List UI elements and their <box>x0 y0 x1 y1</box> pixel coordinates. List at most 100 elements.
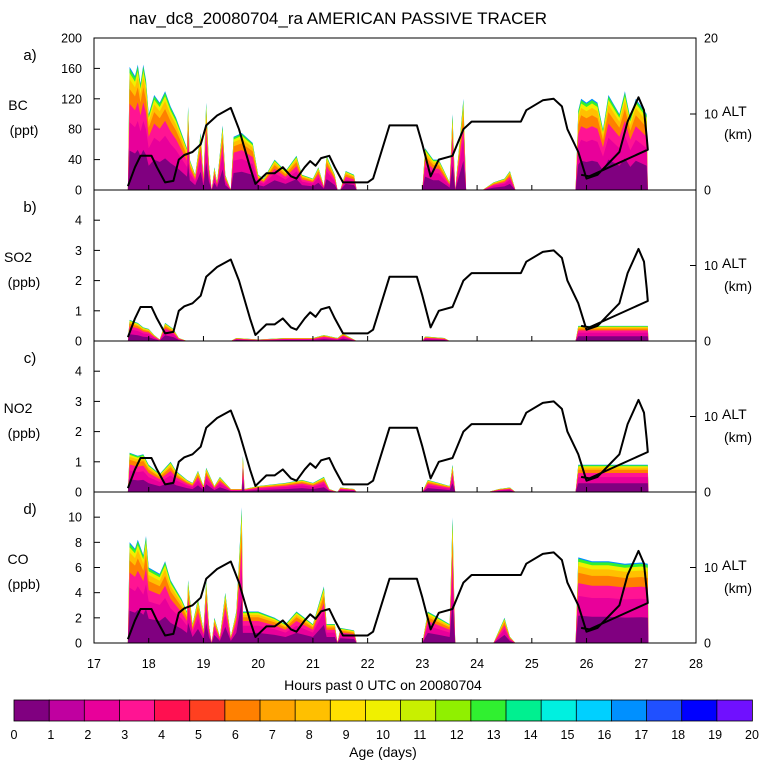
y-tick-label: 160 <box>61 62 82 76</box>
y-tick-label: 40 <box>68 153 82 167</box>
x-tick-label: 20 <box>251 657 265 671</box>
y-tick-label: 2 <box>75 425 82 439</box>
x-tick-label: 18 <box>142 657 156 671</box>
colorbar-tick-label: 9 <box>343 728 350 742</box>
colorbar-swatch <box>435 699 472 722</box>
colorbar-swatch <box>505 699 542 722</box>
colorbar-swatch <box>83 699 121 722</box>
x-tick-label: 21 <box>306 657 320 671</box>
colorbar-tick-label: 14 <box>524 728 538 742</box>
colorbar-swatch <box>575 699 613 722</box>
age-layer-0 <box>127 599 649 643</box>
alt-tick-label: 0 <box>704 335 711 349</box>
alt-tick-label: 0 <box>704 637 711 651</box>
y-tick-label: 6 <box>75 561 82 575</box>
panel-a: 0 40 80 120 160 200 0 10 20 a) BC (ppt) ALT (km) <box>8 32 752 198</box>
colorbar-tick-label: 20 <box>745 728 759 742</box>
y-tick-label: 0 <box>75 184 82 198</box>
age-layer-6 <box>127 320 649 341</box>
y-tick-label: 10 <box>68 511 82 525</box>
age-layer-7 <box>127 319 649 341</box>
panel-c: 0 1 2 3 4 0 10 c) NO2 (ppb) ALT (km) <box>4 340 752 500</box>
age-layer-1 <box>127 329 649 341</box>
colorbar-swatch <box>365 699 402 722</box>
colorbar-tick-label: 6 <box>232 728 239 742</box>
panels: 0408012016020001020a)BC(ppt)ALT(km)01234… <box>4 32 752 651</box>
age-layer-2 <box>127 326 649 341</box>
panel-label: c) <box>24 350 37 367</box>
y-tick-label: 4 <box>75 586 82 600</box>
y-tick-label: 8 <box>75 536 82 550</box>
colorbar-tick-label: 18 <box>671 728 685 742</box>
colorbar-swatch <box>470 699 507 722</box>
colorbar-swatch <box>154 699 191 722</box>
y-tick-label: 200 <box>61 32 82 46</box>
x-tick-label: 23 <box>415 657 429 671</box>
species-label: NO2 <box>4 400 33 416</box>
colorbar-swatch <box>540 699 578 722</box>
colorbar-swatch <box>189 699 226 722</box>
age-layer-5 <box>127 320 649 341</box>
alt-tick-label: 10 <box>704 259 718 273</box>
y-tick-label: 0 <box>75 486 82 500</box>
panel-label: b) <box>23 199 36 216</box>
y-tick-label: 2 <box>75 274 82 288</box>
alt-tick-label: 20 <box>704 32 718 46</box>
panel-label: d) <box>23 501 36 518</box>
y-tick-label: 3 <box>75 244 82 258</box>
colorbar-tick-label: 4 <box>158 728 165 742</box>
colorbar-tick-label: 13 <box>487 728 501 742</box>
x-tick-label: 26 <box>580 657 594 671</box>
panel-label: a) <box>23 47 36 64</box>
altitude-line <box>126 398 649 489</box>
altitude-line <box>126 549 649 640</box>
species-label: CO <box>8 551 29 567</box>
colorbar: 0 1 2 3 4 5 6 7 8 9 10 11 12 13 14 15 16 17 18 19 20 <box>11 699 759 742</box>
y-tick-label: 2 <box>75 611 82 625</box>
colorbar-label: Age (days) <box>349 744 417 760</box>
colorbar-swatch <box>329 699 367 722</box>
species-label: SO2 <box>4 249 32 265</box>
figure-title: nav_dc8_20080704_ra AMERICAN PASSIVE TRA… <box>129 9 547 28</box>
y-tick-label: 0 <box>75 335 82 349</box>
x-tick-label: 19 <box>197 657 211 671</box>
colorbar-swatch <box>259 699 296 722</box>
colorbar-swatch <box>646 699 683 722</box>
y-tick-label: 3 <box>75 395 82 409</box>
colorbar-swatch <box>48 699 86 722</box>
x-tick-label: 27 <box>634 657 648 671</box>
x-tick-label: 22 <box>361 657 375 671</box>
alt-tick-label: 0 <box>704 184 711 198</box>
y-tick-label: 4 <box>75 365 82 379</box>
alt-tick-label: 10 <box>704 561 718 575</box>
colorbar-swatch <box>13 699 50 722</box>
colorbar-tick-label: 15 <box>561 728 575 742</box>
y-tick-label: 1 <box>75 455 82 469</box>
colorbar-tick-label: 10 <box>376 728 390 742</box>
colorbar-swatch <box>224 699 261 722</box>
colorbar-tick-label: 7 <box>269 728 276 742</box>
altitude-line <box>126 96 649 187</box>
age-layer-3 <box>127 323 649 341</box>
age-layer-0 <box>127 334 649 341</box>
y-tick-label: 80 <box>68 123 82 137</box>
alt-unit-label: (km) <box>724 126 752 142</box>
colorbar-swatch <box>681 699 718 722</box>
x-tick-label: 17 <box>87 657 101 671</box>
alt-label: ALT <box>722 557 747 573</box>
age-layer-4 <box>127 322 649 341</box>
species-label: BC <box>8 97 27 113</box>
colorbar-tick-label: 12 <box>450 728 464 742</box>
y-tick-label: 1 <box>75 304 82 318</box>
colorbar-swatch <box>611 699 648 722</box>
colorbar-tick-label: 17 <box>634 728 648 742</box>
colorbar-tick-label: 0 <box>11 728 18 742</box>
alt-label: ALT <box>722 255 747 271</box>
altitude-line <box>126 247 649 338</box>
x-axis-label: Hours past 0 UTC on 20080704 <box>284 677 482 693</box>
alt-unit-label: (km) <box>724 278 752 294</box>
age-layer-0 <box>127 479 649 492</box>
unit-label: (ppb) <box>8 576 41 592</box>
colorbar-swatch <box>716 699 753 722</box>
